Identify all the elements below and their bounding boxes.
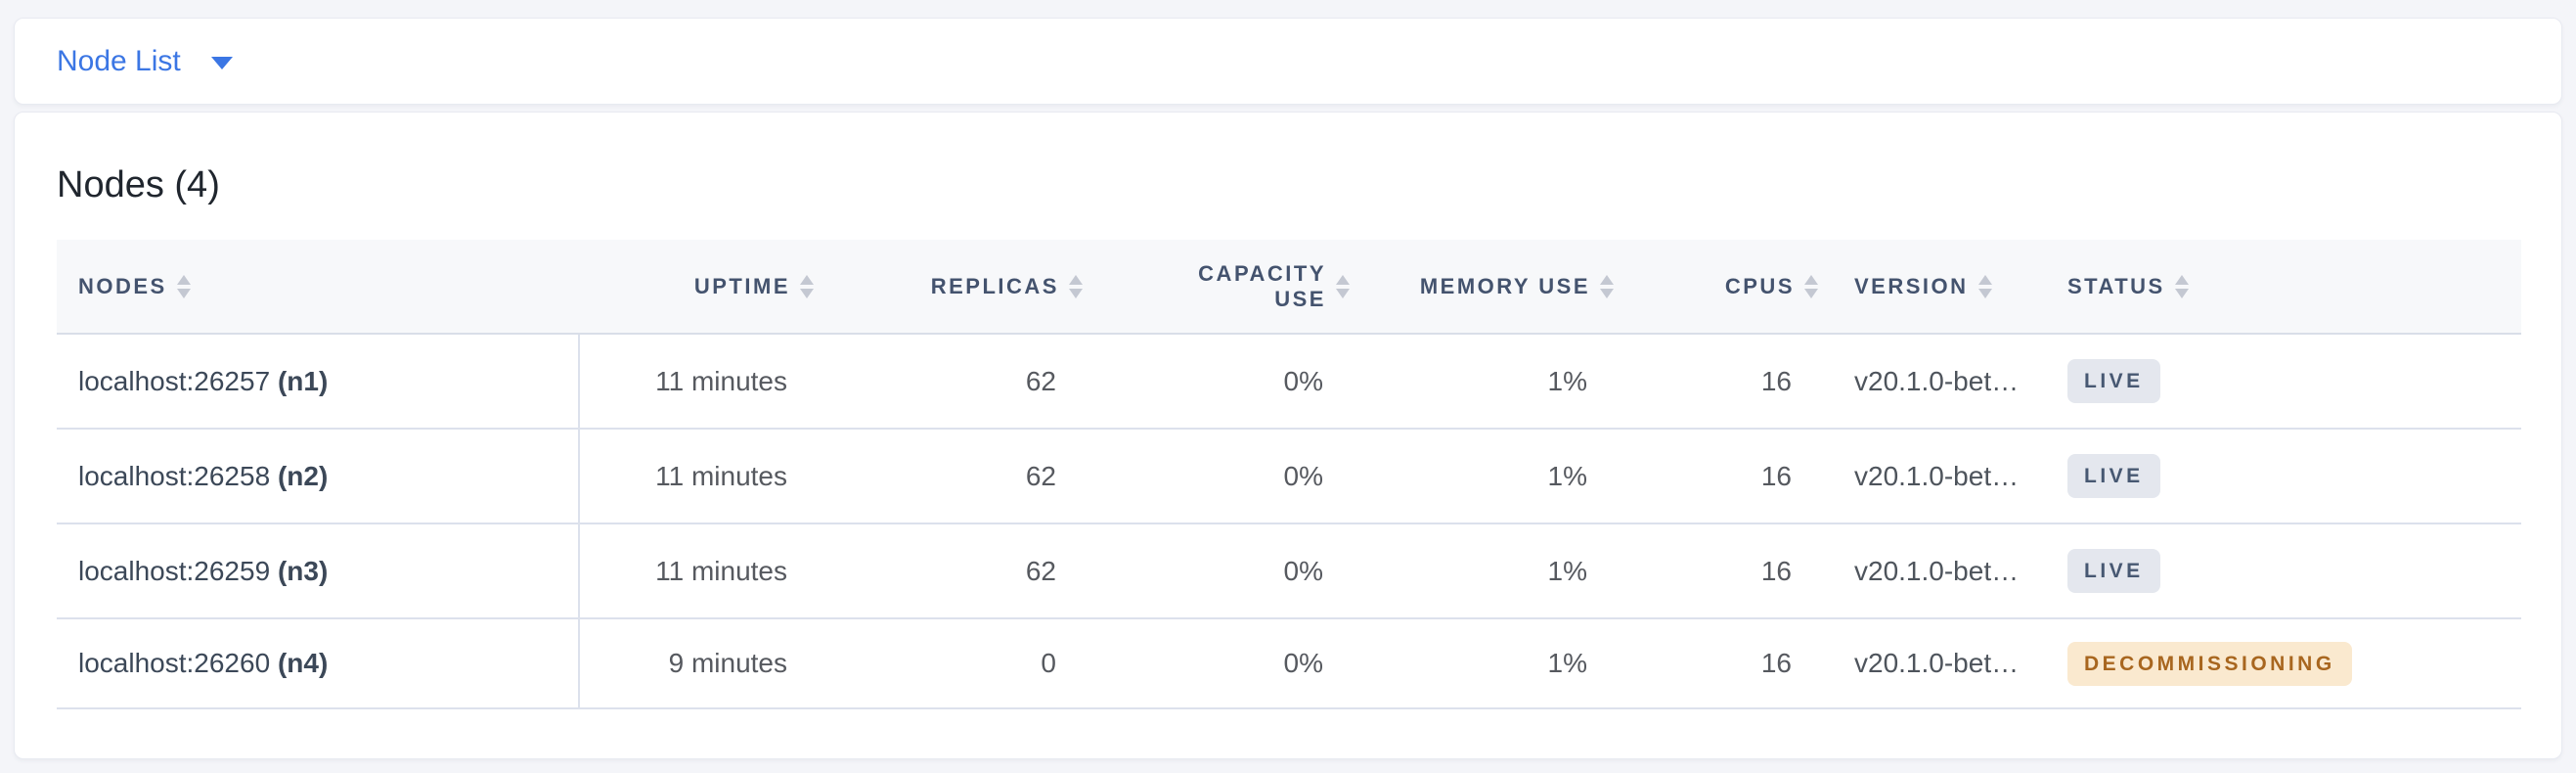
sort-icon[interactable] xyxy=(176,274,191,298)
replicas-cell: 62 xyxy=(814,334,1083,430)
column-header-replicas[interactable]: REPLICAS xyxy=(814,240,1083,335)
status-cell: LIVE xyxy=(2031,523,2521,619)
status-cell: LIVE xyxy=(2031,334,2521,430)
status-badge: LIVE xyxy=(2067,359,2160,403)
memory-use-cell: 1% xyxy=(1350,523,1614,619)
cpus-cell: 16 xyxy=(1614,334,1818,430)
node-address-cell: localhost:26258 (n2) xyxy=(57,429,580,524)
column-header-nodes[interactable]: NODES xyxy=(57,240,579,335)
cpus-cell: 16 xyxy=(1614,618,1818,709)
table-header: NODES UPTIME REPLICAS xyxy=(57,240,2521,335)
node-address-cell: localhost:26259 (n3) xyxy=(57,523,580,619)
version-cell: v20.1.0-bet… xyxy=(1818,523,2031,619)
uptime-cell: 11 minutes xyxy=(579,429,814,524)
memory-use-cell: 1% xyxy=(1350,334,1614,430)
node-address-cell: localhost:26260 (n4) xyxy=(57,618,580,709)
version-cell: v20.1.0-bet… xyxy=(1818,334,2031,430)
table-row-node-4[interactable]: localhost:26260 (n4) 9 minutes 0 0% 1% 1… xyxy=(57,618,2521,709)
table-row-node-3[interactable]: localhost:26259 (n3) 11 minutes 62 0% 1%… xyxy=(57,523,2521,619)
version-cell: v20.1.0-bet… xyxy=(1818,618,2031,709)
table-row-node-1[interactable]: localhost:26257 (n1) 11 minutes 62 0% 1%… xyxy=(57,334,2521,430)
status-cell: DECOMMISSIONING xyxy=(2031,618,2521,709)
status-cell: LIVE xyxy=(2031,429,2521,524)
sort-icon[interactable] xyxy=(1804,274,1818,298)
cpus-cell: 16 xyxy=(1614,523,1818,619)
node-address-cell: localhost:26257 (n1) xyxy=(57,334,580,430)
column-header-uptime[interactable]: UPTIME xyxy=(579,240,814,335)
memory-use-cell: 1% xyxy=(1350,618,1614,709)
uptime-cell: 9 minutes xyxy=(579,618,814,709)
uptime-cell: 11 minutes xyxy=(579,334,814,430)
capacity-use-cell: 0% xyxy=(1083,429,1350,524)
table-row-node-2[interactable]: localhost:26258 (n2) 11 minutes 62 0% 1%… xyxy=(57,429,2521,524)
view-selector-dropdown[interactable]: Node List xyxy=(57,45,233,78)
node-list-table: NODES UPTIME REPLICAS xyxy=(57,240,2521,709)
nodes-panel: Nodes (4) NODES UPTIME xyxy=(14,112,2562,759)
capacity-use-cell: 0% xyxy=(1083,334,1350,430)
sort-icon[interactable] xyxy=(1069,274,1083,298)
replicas-cell: 62 xyxy=(814,523,1083,619)
view-selector-label: Node List xyxy=(57,44,181,77)
sort-icon[interactable] xyxy=(1977,274,1992,298)
replicas-cell: 62 xyxy=(814,429,1083,524)
status-badge: LIVE xyxy=(2067,454,2160,498)
column-header-memory-use[interactable]: MEMORY USE xyxy=(1350,240,1614,335)
cpus-cell: 16 xyxy=(1614,429,1818,524)
column-header-status[interactable]: STATUS xyxy=(2031,240,2521,335)
replicas-cell: 0 xyxy=(814,618,1083,709)
capacity-use-cell: 0% xyxy=(1083,523,1350,619)
capacity-use-cell: 0% xyxy=(1083,618,1350,709)
sort-icon[interactable] xyxy=(1600,274,1614,298)
uptime-cell: 11 minutes xyxy=(579,523,814,619)
sort-icon[interactable] xyxy=(2174,274,2189,298)
column-header-capacity-use[interactable]: CAPACITY USE xyxy=(1083,240,1350,335)
status-badge: DECOMMISSIONING xyxy=(2067,641,2352,686)
sort-icon[interactable] xyxy=(1336,274,1350,298)
column-header-cpus[interactable]: CPUS xyxy=(1614,240,1818,335)
status-badge: LIVE xyxy=(2067,549,2160,593)
page-title: Nodes (4) xyxy=(57,164,220,205)
caret-down-icon xyxy=(210,57,233,69)
sort-icon[interactable] xyxy=(800,274,814,298)
view-selector-bar: Node List xyxy=(14,18,2562,105)
version-cell: v20.1.0-bet… xyxy=(1818,429,2031,524)
column-header-version[interactable]: VERSION xyxy=(1818,240,2031,335)
memory-use-cell: 1% xyxy=(1350,429,1614,524)
